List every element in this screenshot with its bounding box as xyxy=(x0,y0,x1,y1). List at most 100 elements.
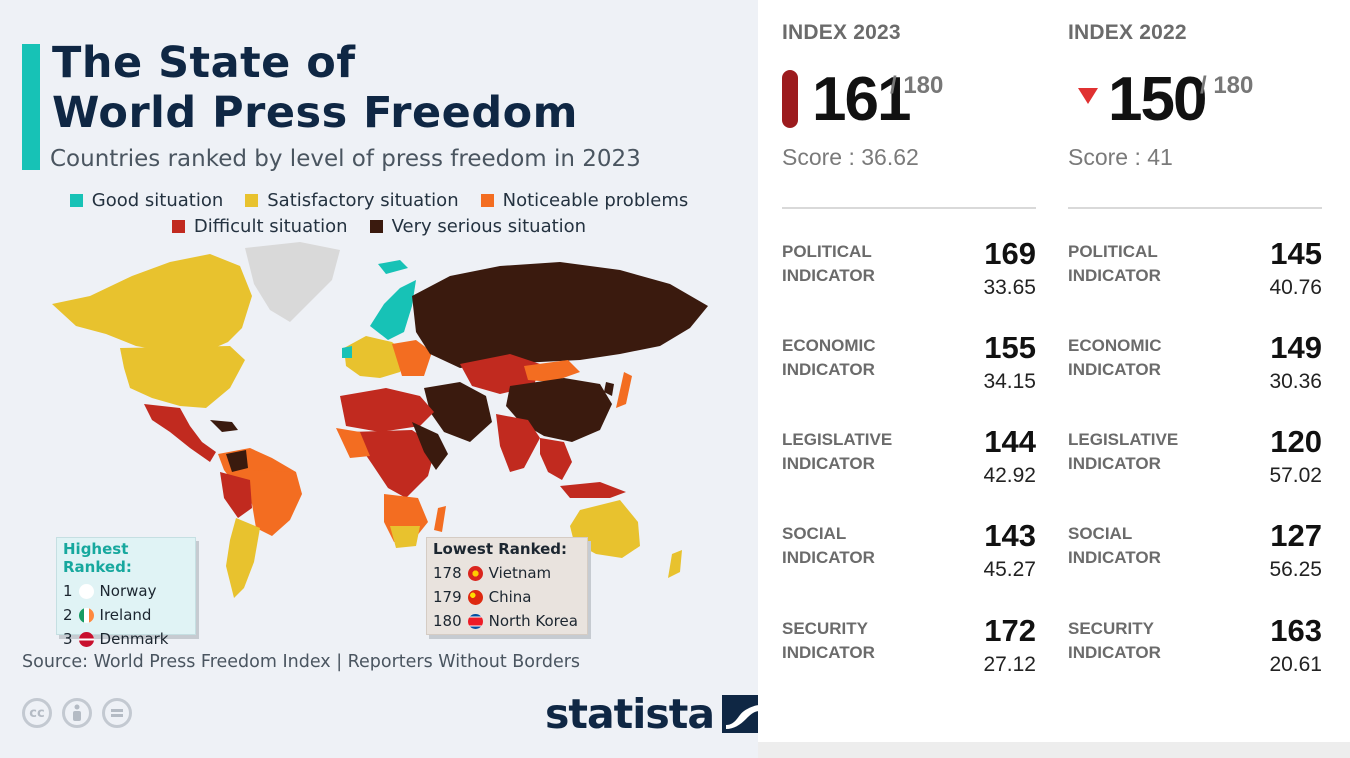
map-western-europe xyxy=(344,336,406,378)
map-brazil xyxy=(252,470,302,536)
equals-icon xyxy=(111,709,123,717)
map-mexico xyxy=(144,404,216,462)
infographic-panel: The State of World Press Freedom Countri… xyxy=(0,0,758,758)
indicator-score: 57.02 xyxy=(1269,464,1322,487)
highest-rank-number: 1 xyxy=(63,582,73,600)
index-2022-rank: 150 xyxy=(1108,65,1207,134)
indicator-label: SOCIAL INDICATOR xyxy=(782,522,922,570)
no-derivatives-icon[interactable] xyxy=(102,698,132,728)
indicator-label-line2: INDICATOR xyxy=(782,266,875,285)
lowest-ranked-row: 178 Vietnam xyxy=(427,561,587,585)
indicator-rank: 172 xyxy=(984,613,1036,648)
creative-commons-icon[interactable]: cc xyxy=(22,698,52,728)
subtitle: Countries ranked by level of press freed… xyxy=(50,146,641,172)
indicator-label-line2: INDICATOR xyxy=(1068,643,1161,662)
indicator-label-line1: ECONOMIC xyxy=(782,336,876,355)
legend-swatch-good xyxy=(69,194,83,207)
indicator-label-line2: INDICATOR xyxy=(1068,360,1161,379)
lowest-ranked-heading: Lowest Ranked: xyxy=(433,540,568,558)
legend-item-good: Good situation xyxy=(69,190,223,211)
person-icon xyxy=(73,704,81,721)
china-flag-icon xyxy=(467,589,483,605)
attribution-icon[interactable] xyxy=(62,698,92,728)
indicator-score: 30.36 xyxy=(1269,370,1322,393)
lowest-ranked-row: 180 North Korea xyxy=(427,609,587,633)
economic-indicator-2023: ECONOMIC INDICATOR 155 34.15 xyxy=(782,330,1036,404)
security-indicator-2023: SECURITY INDICATOR 172 27.12 xyxy=(782,613,1036,687)
statista-logo[interactable]: statista xyxy=(545,690,758,738)
map-korea xyxy=(604,382,614,396)
indicator-score: 56.25 xyxy=(1269,558,1322,581)
legend-item-satisfactory: Satisfactory situation xyxy=(245,190,459,211)
map-central-asia xyxy=(460,354,540,394)
lowest-ranked-row: 179 China xyxy=(427,585,587,609)
indicator-score: 27.12 xyxy=(983,653,1036,676)
indicator-score: 34.15 xyxy=(983,370,1036,393)
indicator-label-line1: SECURITY xyxy=(1068,619,1154,638)
legend-label-noticeable: Noticeable problems xyxy=(502,190,689,211)
map-russia xyxy=(412,262,708,368)
legend-swatch-very-serious xyxy=(369,220,383,233)
map-india xyxy=(496,414,540,472)
indicator-label-line2: INDICATOR xyxy=(782,360,875,379)
indicator-label: LEGISLATIVE INDICATOR xyxy=(782,428,922,476)
brand-wordmark: statista xyxy=(545,690,715,738)
license-icons: cc xyxy=(22,698,132,728)
lowest-rank-country: China xyxy=(488,588,532,606)
index-2023-out-of: / 180 xyxy=(890,72,944,99)
indicator-label-line2: INDICATOR xyxy=(782,548,875,567)
legend-item-very-serious: Very serious situation xyxy=(369,216,587,237)
map-mongolia xyxy=(524,360,580,382)
legend-row-1: Good situation Satisfactory situation No… xyxy=(0,190,758,211)
indicator-label: POLITICAL INDICATOR xyxy=(1068,240,1208,288)
legend-label-very-serious: Very serious situation xyxy=(391,216,587,237)
indicator-score: 40.76 xyxy=(1269,276,1322,299)
map-argentina-chile xyxy=(226,518,260,598)
lowest-rank-number: 180 xyxy=(433,612,462,630)
highest-rank-country: Denmark xyxy=(99,630,169,648)
page-title: The State of World Press Freedom xyxy=(52,38,578,138)
map-greenland xyxy=(245,242,340,322)
indicator-label: SECURITY INDICATOR xyxy=(1068,617,1208,665)
indicator-label-line2: INDICATOR xyxy=(1068,266,1161,285)
indicator-rank: 144 xyxy=(984,424,1036,459)
map-canada xyxy=(52,254,252,352)
highest-ranked-row: 2 Ireland xyxy=(57,603,195,627)
legend-swatch-noticeable xyxy=(480,194,494,207)
lowest-rank-number: 178 xyxy=(433,564,462,582)
map-southeast-asia xyxy=(540,438,572,480)
indicator-label-line1: SOCIAL xyxy=(782,524,847,543)
norway-flag-icon xyxy=(78,583,94,599)
indicator-rank: 145 xyxy=(1270,236,1322,271)
indicator-label-line2: INDICATOR xyxy=(782,643,875,662)
map-indonesia xyxy=(560,482,626,498)
map-japan xyxy=(616,372,632,408)
map-central-africa xyxy=(350,430,436,498)
indicator-label-line1: LEGISLATIVE xyxy=(782,430,893,449)
indicator-rank: 149 xyxy=(1270,330,1322,365)
indicator-rank: 120 xyxy=(1270,424,1322,459)
indicator-rank: 155 xyxy=(984,330,1036,365)
indicator-label-line1: SECURITY xyxy=(782,619,868,638)
indicator-score: 20.61 xyxy=(1269,653,1322,676)
map-scandinavia xyxy=(370,280,416,340)
indicator-score: 45.27 xyxy=(983,558,1036,581)
lowest-ranked-box: Lowest Ranked: 178 Vietnam 179 China 180… xyxy=(426,537,588,635)
bottom-strip xyxy=(758,742,1350,758)
map-peru-bolivia xyxy=(220,472,252,518)
political-indicator-2023: POLITICAL INDICATOR 169 33.65 xyxy=(782,236,1036,310)
map-west-africa xyxy=(336,428,370,458)
highest-ranked-row: 3 Denmark xyxy=(57,627,195,651)
lowest-rank-country: Vietnam xyxy=(488,564,552,582)
indicator-label-line1: POLITICAL xyxy=(1068,242,1158,261)
indicator-label-line1: POLITICAL xyxy=(782,242,872,261)
indicator-label: SECURITY INDICATOR xyxy=(782,617,922,665)
source-note: Source: World Press Freedom Index | Repo… xyxy=(22,652,581,672)
indicator-rank: 143 xyxy=(984,518,1036,553)
highest-rank-country: Norway xyxy=(99,582,157,600)
map-south-africa xyxy=(390,526,420,548)
political-indicator-2022: POLITICAL INDICATOR 145 40.76 xyxy=(1068,236,1322,310)
down-triangle-icon xyxy=(1078,88,1098,104)
index-2022-heading: INDEX 2022 xyxy=(1068,21,1187,44)
indicator-label-line2: INDICATOR xyxy=(782,454,875,473)
